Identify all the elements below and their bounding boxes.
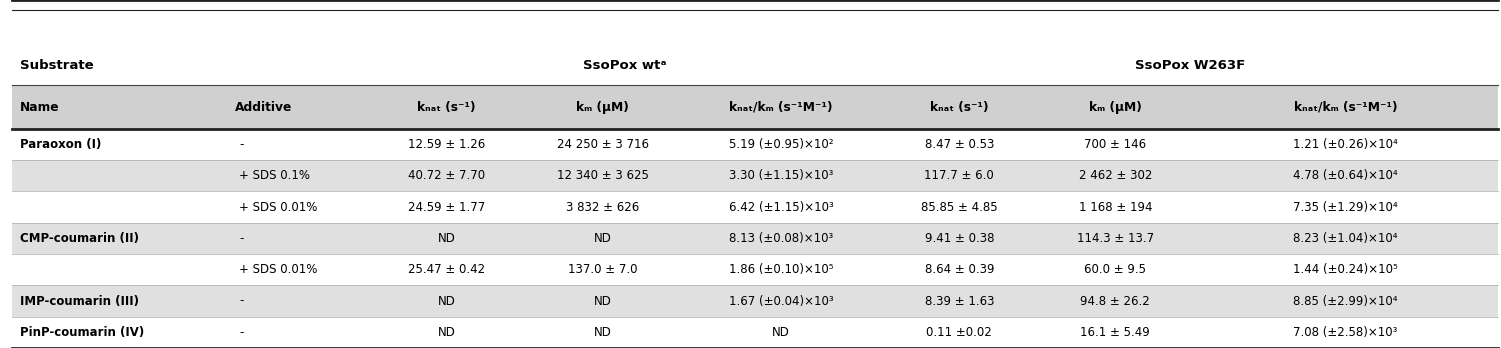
Text: CMP-coumarin (II): CMP-coumarin (II) [20, 232, 138, 245]
Text: 3 832 ± 626: 3 832 ± 626 [566, 200, 639, 214]
Text: PinP-coumarin (IV): PinP-coumarin (IV) [20, 326, 144, 339]
Text: ND: ND [594, 294, 611, 308]
Text: 2 462 ± 302: 2 462 ± 302 [1079, 169, 1153, 182]
Text: 137.0 ± 7.0: 137.0 ± 7.0 [567, 263, 638, 276]
Text: kₘ (μM): kₘ (μM) [576, 101, 629, 113]
Text: 85.85 ± 4.85: 85.85 ± 4.85 [922, 200, 998, 214]
Text: 8.13 (±0.08)×10³: 8.13 (±0.08)×10³ [729, 232, 833, 245]
Text: 12.59 ± 1.26: 12.59 ± 1.26 [408, 138, 485, 151]
Bar [12, 317, 1498, 348]
Text: ND: ND [438, 232, 456, 245]
Text: 94.8 ± 26.2: 94.8 ± 26.2 [1081, 294, 1150, 308]
Text: -: - [240, 138, 243, 151]
Text: 1.67 (±0.04)×10³: 1.67 (±0.04)×10³ [728, 294, 833, 308]
Text: Additive: Additive [236, 101, 293, 113]
Text: 24.59 ± 1.77: 24.59 ± 1.77 [408, 200, 485, 214]
Text: 1.86 (±0.10)×10⁵: 1.86 (±0.10)×10⁵ [729, 263, 833, 276]
Bar [12, 191, 1498, 223]
Text: kₙₐₜ (s⁻¹): kₙₐₜ (s⁻¹) [931, 101, 989, 113]
Text: ND: ND [594, 232, 611, 245]
Text: 1.44 (±0.24)×10⁵: 1.44 (±0.24)×10⁵ [1294, 263, 1397, 276]
Bar [12, 285, 1498, 317]
Text: -: - [240, 232, 243, 245]
Text: SsoPox wtᵃ: SsoPox wtᵃ [584, 59, 666, 72]
Text: 7.35 (±1.29)×10⁴: 7.35 (±1.29)×10⁴ [1294, 200, 1397, 214]
Text: 8.64 ± 0.39: 8.64 ± 0.39 [925, 263, 994, 276]
Text: + SDS 0.01%: + SDS 0.01% [240, 200, 318, 214]
Text: ND: ND [438, 326, 456, 339]
Text: ND: ND [594, 326, 611, 339]
Text: 9.41 ± 0.38: 9.41 ± 0.38 [925, 232, 994, 245]
Bar [12, 223, 1498, 254]
Bar [12, 129, 1498, 160]
Text: IMP-coumarin (III): IMP-coumarin (III) [20, 294, 138, 308]
Text: Paraoxon (I): Paraoxon (I) [20, 138, 101, 151]
Text: 6.42 (±1.15)×10³: 6.42 (±1.15)×10³ [728, 200, 833, 214]
Text: 25.47 ± 0.42: 25.47 ± 0.42 [408, 263, 485, 276]
Text: kₘ (μM): kₘ (μM) [1090, 101, 1142, 113]
Bar [12, 85, 1498, 129]
Text: 3.30 (±1.15)×10³: 3.30 (±1.15)×10³ [729, 169, 833, 182]
Text: 60.0 ± 9.5: 60.0 ± 9.5 [1084, 263, 1147, 276]
Text: -: - [240, 326, 243, 339]
Text: 0.11 ±0.02: 0.11 ±0.02 [926, 326, 992, 339]
Text: Name: Name [20, 101, 59, 113]
Bar [12, 0, 1498, 45]
Text: 114.3 ± 13.7: 114.3 ± 13.7 [1076, 232, 1154, 245]
Text: 5.19 (±0.95)×10²: 5.19 (±0.95)×10² [729, 138, 833, 151]
Text: ND: ND [772, 326, 790, 339]
Text: 12 340 ± 3 625: 12 340 ± 3 625 [557, 169, 648, 182]
Text: 4.78 (±0.64)×10⁴: 4.78 (±0.64)×10⁴ [1294, 169, 1397, 182]
Text: 117.7 ± 6.0: 117.7 ± 6.0 [925, 169, 994, 182]
Text: 8.23 (±1.04)×10⁴: 8.23 (±1.04)×10⁴ [1294, 232, 1397, 245]
Text: 24 250 ± 3 716: 24 250 ± 3 716 [557, 138, 648, 151]
Text: 1 168 ± 194: 1 168 ± 194 [1079, 200, 1153, 214]
Text: 8.85 (±2.99)×10⁴: 8.85 (±2.99)×10⁴ [1294, 294, 1397, 308]
Text: 40.72 ± 7.70: 40.72 ± 7.70 [408, 169, 485, 182]
Bar [12, 254, 1498, 285]
Text: -: - [240, 294, 243, 308]
Bar [12, 45, 1498, 85]
Text: Substrate: Substrate [20, 59, 93, 72]
Text: SsoPox W263F: SsoPox W263F [1135, 59, 1244, 72]
Bar [12, 160, 1498, 191]
Text: kₙₐₜ/kₘ (s⁻¹M⁻¹): kₙₐₜ/kₘ (s⁻¹M⁻¹) [729, 101, 833, 113]
Text: 8.39 ± 1.63: 8.39 ± 1.63 [925, 294, 994, 308]
Text: kₙₐₜ (s⁻¹): kₙₐₜ (s⁻¹) [417, 101, 476, 113]
Text: 7.08 (±2.58)×10³: 7.08 (±2.58)×10³ [1294, 326, 1397, 339]
Text: kₙₐₜ/kₘ (s⁻¹M⁻¹): kₙₐₜ/kₘ (s⁻¹M⁻¹) [1294, 101, 1397, 113]
Text: + SDS 0.1%: + SDS 0.1% [240, 169, 311, 182]
Text: 16.1 ± 5.49: 16.1 ± 5.49 [1081, 326, 1150, 339]
Text: + SDS 0.01%: + SDS 0.01% [240, 263, 318, 276]
Text: 700 ± 146: 700 ± 146 [1084, 138, 1147, 151]
Text: 8.47 ± 0.53: 8.47 ± 0.53 [925, 138, 994, 151]
Text: 1.21 (±0.26)×10⁴: 1.21 (±0.26)×10⁴ [1294, 138, 1397, 151]
Text: ND: ND [438, 294, 456, 308]
